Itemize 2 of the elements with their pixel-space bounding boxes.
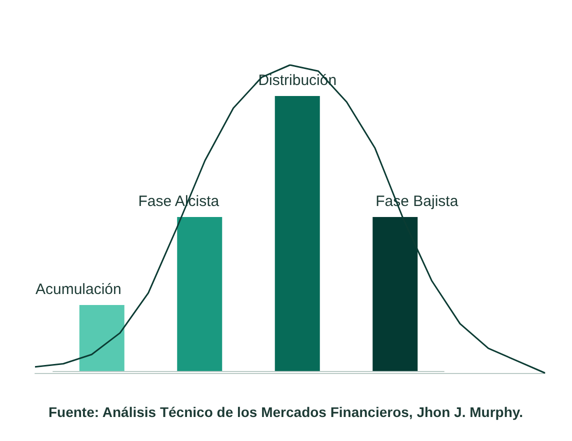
source-note: Fuente: Análisis Técnico de los Mercados Financieros, Jhon J. Murphy. <box>48 404 524 420</box>
x-tick-label: Acumulación <box>35 281 122 298</box>
